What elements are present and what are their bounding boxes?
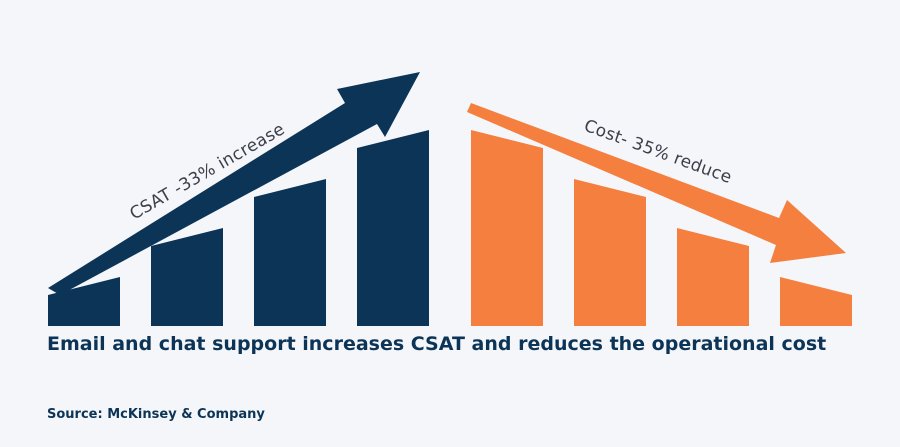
up-arrow-icon: [48, 72, 420, 295]
csat-bar-3: [254, 179, 326, 326]
chart-title: Email and chat support increases CSAT an…: [47, 333, 827, 355]
csat-bars: [48, 130, 429, 326]
csat-bar-1: [48, 277, 120, 326]
cost-bars: [471, 130, 852, 326]
csat-bar-4: [357, 130, 429, 326]
cost-bar-4: [780, 277, 852, 326]
csat-bar-2: [151, 228, 223, 326]
cost-bar-1: [471, 130, 543, 326]
source-note: Source: McKinsey & Company: [47, 407, 265, 422]
down-arrow-icon: [467, 103, 846, 263]
cost-bar-3: [677, 228, 749, 326]
cost-bar-2: [574, 179, 646, 326]
